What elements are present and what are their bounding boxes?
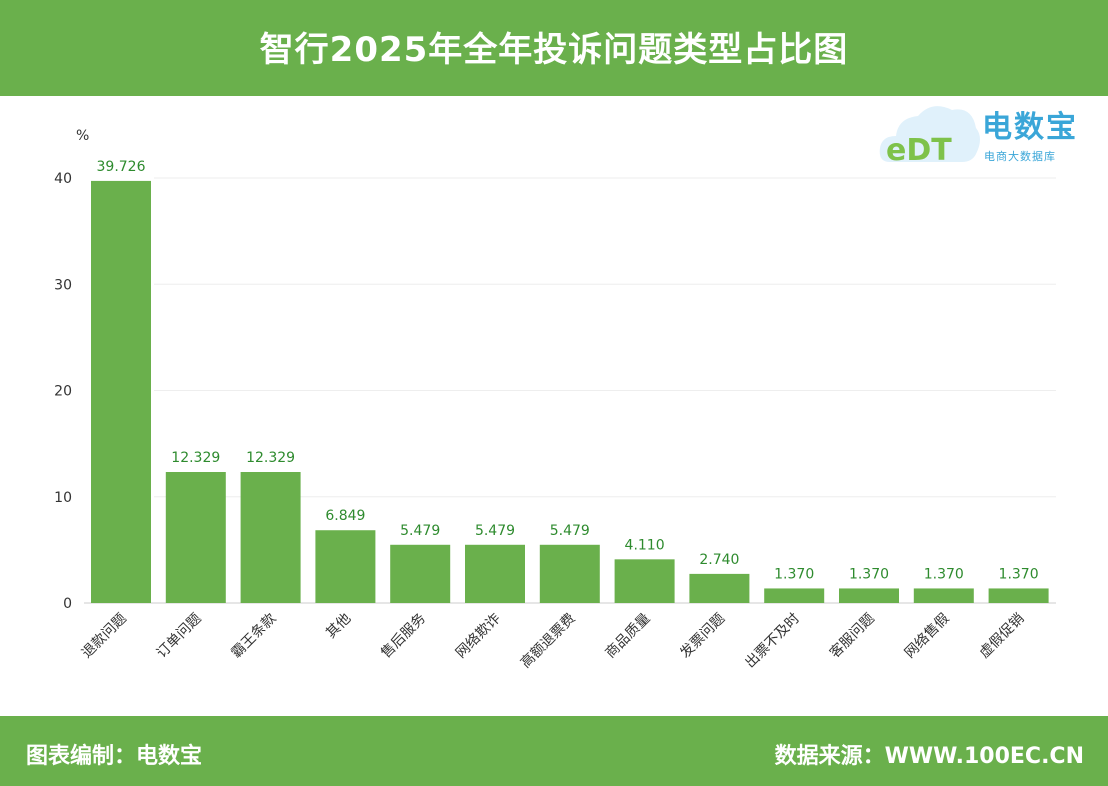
logo-subtitle: 电商大数据库 (984, 150, 1056, 163)
bar (839, 588, 899, 603)
y-tick-label: 20 (54, 384, 72, 400)
category-label: 网络欺诈 (453, 611, 504, 662)
data-source: 数据来源：WWW.100EC.CN (774, 744, 1084, 769)
bar (764, 588, 825, 603)
bar (988, 588, 1049, 603)
category-label: 客服问题 (826, 610, 878, 662)
value-label: 1.370 (924, 566, 964, 582)
y-tick-label: 10 (54, 490, 72, 506)
category-label: 售后服务 (378, 611, 429, 662)
value-label: 4.110 (625, 537, 665, 553)
value-label: 12.329 (171, 450, 220, 466)
bar (689, 573, 750, 603)
y-tick-label: 30 (54, 277, 72, 293)
bar (315, 530, 376, 603)
category-label: 出票不及时 (742, 611, 803, 672)
y-tick-label: 0 (63, 596, 72, 612)
value-label: 5.479 (550, 523, 590, 539)
y-axis-unit: % (76, 128, 89, 144)
category-label: 退款问题 (79, 611, 130, 662)
bar (614, 559, 675, 603)
bar (91, 180, 151, 603)
value-label: 39.726 (97, 159, 146, 175)
value-label: 1.370 (999, 566, 1039, 582)
chart-header: 智行2025年全年投诉问题类型占比图 (0, 0, 1108, 96)
logo-brand-text: 电数宝 (982, 110, 1078, 145)
category-label: 网络售假 (902, 611, 953, 662)
value-label: 2.740 (699, 552, 739, 568)
cloud-logo-icon: eDT (879, 106, 980, 168)
value-label: 12.329 (246, 450, 295, 466)
value-label: 5.479 (400, 523, 440, 539)
category-label: 商品质量 (603, 611, 654, 662)
bar (913, 588, 974, 603)
chart-footer: 图表编制：电数宝 数据来源：WWW.100EC.CN (0, 716, 1108, 786)
category-label: 发票问题 (677, 611, 728, 662)
brand-logo: eDT 电数宝 电商大数据库 (876, 92, 1104, 174)
bar (165, 472, 226, 603)
bar-chart: % 0 10 20 30 40 39.726 退款问题 12.329 订单问题 12.329 霸王条款… (54, 128, 1056, 672)
bar (539, 544, 600, 603)
bar (240, 472, 301, 603)
value-label: 1.370 (774, 566, 814, 582)
bar (390, 544, 451, 603)
category-label: 虚假促销 (977, 611, 1028, 662)
category-label: 订单问题 (154, 611, 205, 662)
chart-credit: 图表编制：电数宝 (26, 744, 203, 769)
category-label: 其他 (323, 611, 354, 642)
logo-mark: eDT (886, 133, 952, 168)
category-label: 高额退票费 (517, 610, 579, 672)
value-label: 6.849 (325, 508, 365, 524)
value-label: 1.370 (849, 566, 889, 582)
category-label: 霸王条款 (228, 610, 280, 662)
bar (465, 544, 525, 603)
y-tick-label: 40 (54, 171, 72, 187)
value-label: 5.479 (475, 523, 515, 539)
chart-title: 智行2025年全年投诉问题类型占比图 (259, 30, 849, 70)
